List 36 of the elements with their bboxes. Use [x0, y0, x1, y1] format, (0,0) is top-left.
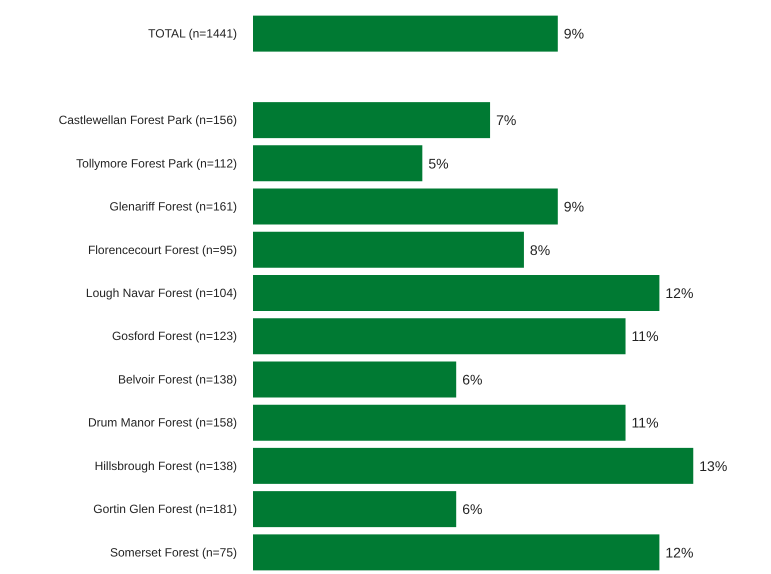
y-tick-label: Castlewellan Forest Park (n=156)	[58, 113, 237, 128]
bar	[253, 534, 660, 570]
bar	[253, 232, 524, 268]
bar	[253, 275, 660, 311]
data-label: 5%	[428, 155, 449, 172]
y-tick-label: Florencecourt Forest (n=95)	[88, 242, 238, 257]
data-label: 6%	[462, 371, 482, 388]
bar	[253, 491, 456, 528]
data-label: 8%	[530, 242, 550, 258]
data-label: 7%	[496, 112, 516, 128]
y-tick-label: Belvoir Forest (n=138)	[118, 372, 237, 386]
data-label: 9%	[564, 198, 584, 215]
y-tick-label: Tollymore Forest Park (n=112)	[76, 156, 237, 170]
bar	[253, 448, 694, 484]
y-tick-label: Gosford Forest (n=123)	[112, 329, 237, 344]
bar	[253, 16, 558, 52]
y-tick-label: Hillsbrough Forest (n=138)	[94, 458, 237, 473]
data-label: 11%	[632, 414, 659, 431]
bar	[253, 188, 558, 225]
y-tick-label: Somerset Forest (n=75)	[110, 545, 237, 560]
y-tick-label: TOTAL (n=1441)	[148, 26, 237, 41]
y-tick-label: Gortin Glen Forest (n=181)	[93, 502, 237, 516]
bar	[253, 145, 422, 182]
data-label: 9%	[564, 26, 584, 42]
data-label: 12%	[665, 285, 694, 301]
bar	[253, 404, 626, 441]
y-tick-label: Lough Navar Forest (n=104)	[86, 286, 237, 300]
data-label: 6%	[462, 501, 482, 518]
bar	[253, 318, 626, 354]
bar	[253, 102, 490, 138]
bar	[253, 361, 456, 398]
y-tick-label: Drum Manor Forest (n=158)	[88, 416, 237, 430]
data-label: 12%	[665, 544, 694, 560]
data-label: 13%	[699, 458, 728, 474]
data-label: 11%	[632, 328, 659, 344]
y-tick-label: Glenariff Forest (n=161)	[109, 200, 237, 214]
